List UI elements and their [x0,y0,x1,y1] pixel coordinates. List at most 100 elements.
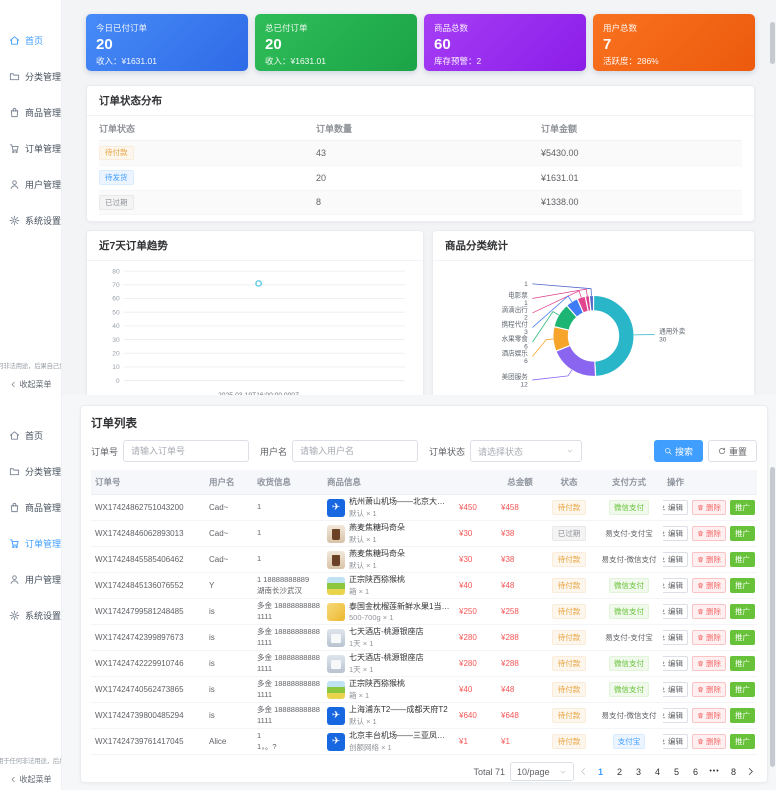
orders-table: WX17424862751043200 Cad~ 1 杭州萧山机场——北京大兴机… [91,495,757,755]
edit-icon [663,556,666,563]
page-size-select[interactable]: 10/page [510,762,574,781]
order-no: WX17424739800485294 [95,711,184,720]
edit-button[interactable]: 编辑 [663,499,688,516]
delete-button[interactable]: 删除 [692,681,726,698]
search-button[interactable]: 搜索 [653,440,703,462]
sidebar-item[interactable]: 分类管理 [0,58,61,94]
order-no-input[interactable] [123,440,250,462]
sidebar-item[interactable]: 商品管理 [0,489,61,525]
edit-button[interactable]: 编辑 [663,655,688,672]
sidebar-item[interactable]: 系统设置 [0,597,61,633]
shipping-info: 1 [257,528,262,538]
collapse-menu-button[interactable]: 收起菜单 [0,379,61,390]
delete-button[interactable]: 删除 [692,525,726,542]
promote-button[interactable]: 推广 [730,577,755,594]
total-amount: ¥48 [501,685,515,694]
promote-button[interactable]: 推广 [730,551,755,568]
table-row: WX17424799581248485 is 多金 18888888888 11… [91,599,757,625]
order-no: WX17424739761417045 [95,737,184,746]
status-table-header: 订单状态 订单数量 订单金额 [99,116,742,141]
sidebar-item[interactable]: 用户管理 [0,166,61,202]
sidebar-item-label: 订单管理 [25,538,62,549]
trash-icon [697,582,704,589]
svg-text:滴滴出行: 滴滴出行 [502,305,529,314]
next-page-button[interactable] [746,767,755,776]
promote-button[interactable]: 推广 [730,733,755,750]
promote-button[interactable]: 推广 [730,499,755,516]
scrollbar[interactable] [770,395,775,790]
delete-button[interactable]: 删除 [692,499,726,516]
item-price: ¥40 [459,581,473,590]
page-button[interactable]: 6 [688,764,703,780]
sidebar-item[interactable]: 首页 [0,417,61,453]
promote-button[interactable]: 推广 [730,525,755,542]
promote-button[interactable]: 推广 [730,603,755,620]
username-input[interactable] [292,440,419,462]
prev-page-button[interactable] [579,767,588,776]
table-row: WX17424862751043200 Cad~ 1 杭州萧山机场——北京大兴机… [91,495,757,521]
scrollbar[interactable] [770,0,775,395]
edit-button[interactable]: 编辑 [663,707,688,724]
row-actions: 编辑 删除 推广 [663,577,757,594]
promote-button[interactable]: 推广 [730,655,755,672]
product-info: 正宗陕西猕猴桃 箱 × 1 [323,574,455,597]
delete-button[interactable]: 删除 [692,655,726,672]
sidebar-item[interactable]: 商品管理 [0,94,61,130]
delete-button[interactable]: 删除 [692,733,726,750]
page-button[interactable]: 5 [669,764,684,780]
edit-button[interactable]: 编辑 [663,603,688,620]
sidebar-item[interactable]: 用户管理 [0,561,61,597]
stat-card-value: 20 [96,36,113,53]
page-button[interactable]: 2 [612,764,627,780]
disclaimer-text: 用于任何非法用途，后果自己 [0,758,61,765]
sidebar-item[interactable]: 订单管理 [0,525,61,561]
page-button[interactable]: 8 [726,764,741,780]
product-spec: 创额网络 × 1 [349,743,392,752]
edit-button[interactable]: 编辑 [663,551,688,568]
collapse-menu-button[interactable]: 收起菜单 [0,774,61,785]
column-header: 商品信息 [327,477,362,487]
delete-button[interactable]: 删除 [692,551,726,568]
stat-card-title: 今日已付订单 [96,23,148,33]
stat-card: 商品总数 60 库存预警：2 [424,14,586,71]
product-info: 北京丰台机场——三亚凤凰国际机场 创额网络 × 1 [323,730,455,753]
delete-button[interactable]: 删除 [692,707,726,724]
page-button[interactable]: 1 [593,764,608,780]
reset-button[interactable]: 重置 [707,440,757,462]
sidebar-item[interactable]: 分类管理 [0,453,61,489]
edit-button[interactable]: 编辑 [663,629,688,646]
page-button[interactable]: 3 [631,764,646,780]
edit-button[interactable]: 编辑 [663,577,688,594]
product-name: 七天酒店-桃源银座店 [349,627,424,636]
order-status-select[interactable]: 请选择状态 [470,440,583,462]
page-button[interactable]: 4 [650,764,665,780]
item-price: ¥280 [459,659,477,668]
page-button[interactable]: ••• [707,764,722,780]
table-row: WX17424742399897673 is 多金 18888888888 11… [91,625,757,651]
pagination: Total 71 10/page 1 2 3 4 5 6 ••• 8 [91,755,757,787]
promote-button[interactable]: 推广 [730,707,755,724]
total-amount: ¥258 [501,607,519,616]
column-header: 总金额 [507,477,533,487]
order-amount: ¥1338.00 [541,197,579,208]
sidebar-item[interactable]: 订单管理 [0,130,61,166]
row-actions: 编辑 删除 推广 [663,525,757,542]
edit-button[interactable]: 编辑 [663,525,688,542]
trash-icon [697,660,704,667]
sidebar-item[interactable]: 首页 [0,22,61,58]
edit-button[interactable]: 编辑 [663,681,688,698]
column-header [455,470,497,494]
product-info: 燕麦焦糖玛奇朵 默认 × 1 [323,522,455,545]
promote-button[interactable]: 推广 [730,681,755,698]
svg-text:6: 6 [524,344,528,351]
svg-text:1: 1 [524,281,528,288]
stat-card-title: 商品总数 [434,23,469,33]
promote-button[interactable]: 推广 [730,629,755,646]
trash-icon [697,608,704,615]
edit-button[interactable]: 编辑 [663,733,688,750]
delete-button[interactable]: 删除 [692,577,726,594]
delete-button[interactable]: 删除 [692,629,726,646]
delete-button[interactable]: 删除 [692,603,726,620]
sidebar-item[interactable]: 系统设置 [0,202,61,238]
